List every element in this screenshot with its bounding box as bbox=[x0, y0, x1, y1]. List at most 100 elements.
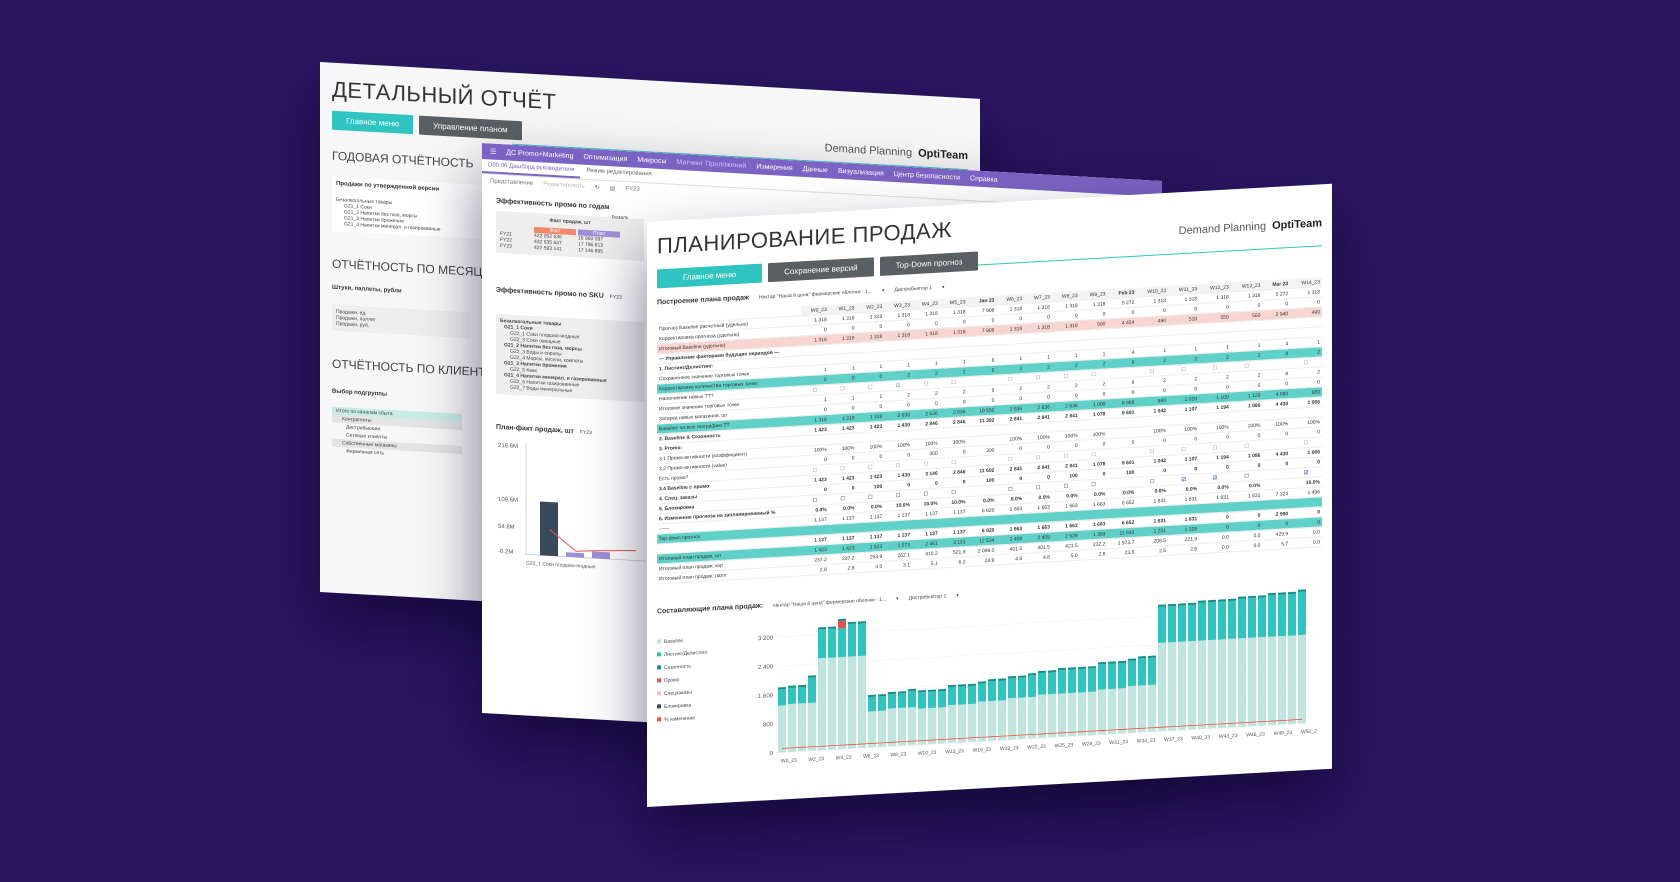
legend-swatch bbox=[657, 691, 661, 696]
grid-cell[interactable]: 4.8 bbox=[1024, 551, 1052, 564]
bar-Baseline bbox=[868, 711, 876, 748]
legend-item[interactable]: % изменения bbox=[657, 712, 747, 723]
topdown-button[interactable]: Top-Down прогноз bbox=[879, 251, 979, 276]
logo: OptiTeam bbox=[1272, 217, 1322, 233]
grid-cell[interactable]: 3.1 bbox=[884, 559, 912, 572]
bar-Baseline bbox=[1278, 635, 1286, 725]
legend-item[interactable]: Baseline bbox=[657, 634, 747, 645]
chevron-down-icon[interactable]: ▾ bbox=[942, 283, 945, 291]
refresh-icon[interactable]: ↻ bbox=[594, 185, 600, 192]
legend-swatch bbox=[657, 678, 661, 683]
annual-subtitle: Продажи по утвержденной версии bbox=[336, 180, 440, 193]
main-menu-button[interactable]: Главное меню bbox=[332, 110, 414, 135]
menu-item[interactable]: Данные bbox=[802, 165, 828, 174]
legend-label: Сезонность bbox=[664, 663, 691, 672]
bar-Baseline bbox=[898, 707, 906, 746]
menu-item[interactable]: Центр безопасности bbox=[893, 170, 961, 182]
bar-cap bbox=[1028, 673, 1036, 676]
bar-Baseline bbox=[1048, 693, 1056, 738]
grid-cell[interactable]: 5.7 bbox=[1262, 538, 1291, 551]
bar-cap bbox=[838, 618, 846, 622]
product-filter[interactable]: Нектар "Наша й цена" фермерские яблочки … bbox=[758, 287, 872, 301]
bar-Baseline bbox=[1008, 697, 1016, 740]
bar-Baseline bbox=[1158, 642, 1166, 732]
x-tick: W25_23 bbox=[1055, 742, 1074, 749]
fy-selector[interactable]: FY23 bbox=[625, 186, 640, 193]
legend-item[interactable]: Блокировка bbox=[657, 699, 747, 710]
x-tick: W52_23 bbox=[1301, 728, 1317, 735]
grid-cell[interactable]: 2.6 bbox=[1168, 543, 1200, 556]
chevron-down-icon[interactable]: ▾ bbox=[896, 595, 899, 602]
bar-Листинг/Делистинг bbox=[988, 680, 996, 702]
bar-Baseline bbox=[1218, 639, 1226, 729]
view-dropdown[interactable]: Представление bbox=[490, 178, 534, 187]
bar-cap bbox=[1198, 600, 1206, 603]
main-menu-button[interactable]: Главное меню bbox=[657, 263, 763, 289]
y-tick: 3 200 bbox=[758, 635, 774, 642]
grid-cell[interactable]: 4.8 bbox=[996, 553, 1025, 565]
legend-item[interactable]: Промо bbox=[657, 673, 747, 684]
bar-Baseline bbox=[908, 707, 916, 746]
bar-Листинг/Делистинг bbox=[1258, 597, 1266, 638]
grid-cell[interactable]: 3.0 bbox=[856, 561, 885, 573]
grid-cell[interactable]: 5.1 bbox=[912, 558, 940, 570]
x-tick: W6_23 bbox=[863, 753, 879, 760]
bar-Baseline bbox=[1208, 639, 1216, 729]
menu-item[interactable]: Оптимизация bbox=[583, 153, 628, 163]
bar-cap bbox=[848, 621, 856, 625]
bar-Листинг/Делистинг bbox=[1188, 604, 1196, 642]
bar-Baseline bbox=[1028, 696, 1036, 739]
legend-item[interactable]: Листинг/Делистинг bbox=[657, 647, 747, 658]
legend-item[interactable]: Сезонность bbox=[657, 660, 747, 671]
grid-cell[interactable]: 24.9 bbox=[967, 554, 997, 567]
menu-item[interactable]: Измерения bbox=[756, 162, 793, 172]
distributor-filter[interactable]: Дистрибьютор 1 bbox=[894, 284, 933, 293]
edit-dropdown[interactable]: Редактировать bbox=[543, 181, 585, 190]
bar-Baseline bbox=[1128, 685, 1136, 734]
menu-item[interactable]: Визуализация bbox=[837, 167, 884, 177]
grid-cell[interactable]: 0.0 bbox=[1290, 536, 1322, 549]
grid-cell[interactable]: 2.5 bbox=[1136, 545, 1169, 558]
bar-Листинг/Делистинг bbox=[1298, 591, 1306, 636]
grid-cell[interactable]: 6.2 bbox=[939, 556, 968, 569]
bar-Baseline bbox=[798, 703, 806, 752]
grid-cell[interactable]: 0.0 bbox=[1199, 541, 1231, 554]
bar-Листинг/Делистинг bbox=[858, 623, 866, 657]
menu-item[interactable]: Микросы bbox=[637, 156, 667, 165]
pf-fy-selector[interactable]: FY23 bbox=[579, 428, 592, 436]
bar-Листинг/Делистинг bbox=[1208, 601, 1216, 641]
grid-cell[interactable]: 2.8 bbox=[801, 564, 829, 576]
hamburger-icon[interactable]: ☰ bbox=[490, 148, 497, 156]
pf-xlabel: G22_1 Соки плодово-ягодные bbox=[526, 560, 596, 570]
grid-cell[interactable]: 23.5 bbox=[1107, 547, 1137, 559]
bar-cap bbox=[1208, 599, 1216, 603]
bar-Листинг/Делистинг bbox=[1158, 606, 1166, 643]
menu-item[interactable]: Справка bbox=[970, 174, 998, 184]
plan-fact-title: План-факт продаж, шт bbox=[496, 423, 574, 436]
bar-cap bbox=[1038, 670, 1046, 674]
bar-cap bbox=[1138, 656, 1146, 659]
print-icon[interactable]: ▤ bbox=[609, 186, 616, 193]
chevron-down-icon[interactable]: ▾ bbox=[956, 592, 959, 599]
grid-cell[interactable]: 2.8 bbox=[1079, 548, 1108, 561]
pf-tick: 54.8M bbox=[498, 524, 515, 531]
grid-cell[interactable]: 0.0 bbox=[1230, 540, 1263, 552]
legend-item[interactable]: Спецзаказы bbox=[657, 686, 747, 697]
bar-Листинг/Делистинг bbox=[1118, 662, 1126, 689]
grid-cell[interactable]: 2.8 bbox=[828, 562, 857, 575]
plan-grid: W0_23 W1_23 W2_23 W3_23 W4_23 W5_23 Jan 23 W6_2… bbox=[657, 277, 1322, 584]
plan-management-button[interactable]: Управление планом bbox=[419, 115, 522, 141]
bar-Baseline bbox=[958, 704, 966, 743]
sku-fy-selector[interactable]: FY23 bbox=[609, 293, 622, 301]
comp-distributor-filter[interactable]: Дистрибьютор 1 bbox=[908, 592, 947, 601]
menu-item[interactable]: Матчинг Приложений bbox=[676, 158, 747, 170]
grid-cell[interactable]: 5.0 bbox=[1051, 550, 1080, 562]
bar-Baseline bbox=[878, 710, 886, 748]
bar-Baseline bbox=[1178, 641, 1186, 731]
bar-Baseline bbox=[788, 703, 796, 753]
bar-cap bbox=[958, 684, 966, 687]
save-versions-button[interactable]: Сохранение версий bbox=[768, 257, 874, 283]
chevron-down-icon[interactable]: ▾ bbox=[881, 287, 885, 294]
bar-Листинг/Делистинг bbox=[978, 683, 986, 702]
x-tick: W46_23 bbox=[1246, 731, 1265, 738]
